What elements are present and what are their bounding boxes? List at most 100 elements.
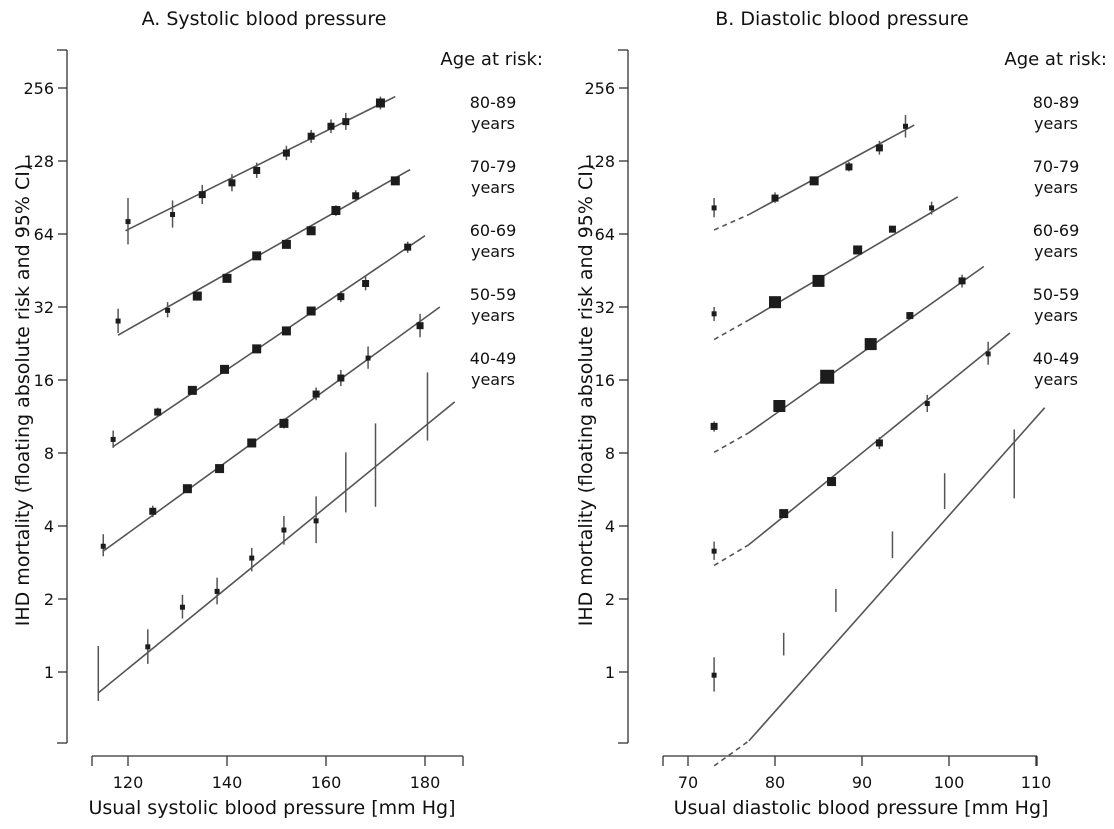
panel-b-y-tick-label: 4 <box>605 517 615 536</box>
panel-b-extrapolated-line <box>713 319 750 341</box>
panel-b-data-point <box>985 351 991 357</box>
panel-b-y-tick-label: 128 <box>584 152 615 171</box>
panel-a-plot: 1 2 4 8 16 32 64 128 256 120 140 160 180 80-89 years 70… <box>23 49 517 792</box>
panel-b-data-point <box>924 401 930 407</box>
panel-a-y-tick-label: 4 <box>44 517 54 536</box>
panel-b-series-label: years <box>1034 370 1078 389</box>
panel-a-y-axis-title: IHD mortality (floating absolute risk an… <box>12 164 34 627</box>
panel-a-data-point <box>306 306 316 316</box>
panel-a-series-label: 50-59 <box>470 285 517 304</box>
panel-a-data-point <box>352 192 360 200</box>
panel-a-y-tick-label: 64 <box>34 225 54 244</box>
panel-b-fit-line <box>748 196 959 321</box>
panel-a-data-point <box>337 374 345 382</box>
panel-b-fit-line <box>748 407 1046 742</box>
panel-b-data-point <box>875 144 883 152</box>
panel-a-data-point <box>228 179 236 187</box>
panel-b-series-label: 60-69 <box>1033 221 1080 240</box>
panel-a-data-point <box>375 98 385 108</box>
panel-b-x-tick-label: 110 <box>1021 773 1052 792</box>
panel-b-data-point <box>929 205 935 211</box>
panel-b-x-tick-label: 100 <box>934 773 965 792</box>
panel-b-legend-header: Age at risk: <box>1004 49 1107 70</box>
panel-a-series-label: 40-49 <box>470 349 517 368</box>
panel-a-fit-line <box>97 401 456 694</box>
panel-a-data-point <box>149 507 157 515</box>
panel-b-extrapolated-line <box>713 740 750 767</box>
panel-a-data-point <box>253 166 261 174</box>
panel-a-data-point <box>198 191 206 199</box>
panel-b-data-point <box>711 311 717 317</box>
panel-a-data-point <box>249 555 255 561</box>
panel-b-extrapolated-line <box>713 213 750 231</box>
panel-a-data-point <box>307 132 315 140</box>
panel-b-data-point <box>903 123 908 129</box>
panel-b-data-point <box>711 548 717 554</box>
panel-a-data-point <box>115 318 121 324</box>
panel-b-series-label: 70-79 <box>1033 157 1080 176</box>
panel-a-series-label: 80-89 <box>470 93 517 112</box>
panel-a-y-tick-label: 2 <box>44 590 54 609</box>
panel-a-series-label: years <box>471 178 515 197</box>
panel-b-extrapolated-line <box>713 432 750 454</box>
panel-b-data-point <box>771 194 779 202</box>
panel-a-series-label: years <box>471 242 515 261</box>
panel-a-fit-line <box>125 95 396 232</box>
panel-b-y-tick-label: 64 <box>595 225 615 244</box>
panel-b-data-point <box>875 439 883 447</box>
panel-a-data-point <box>416 322 424 330</box>
panel-a-data-point <box>281 326 291 336</box>
panel-b-data-point <box>853 245 863 255</box>
panel-a-x-tick-label: 180 <box>410 773 441 792</box>
panel-b-series-label: years <box>1034 306 1078 325</box>
panel-a-fit-line <box>117 168 411 336</box>
panel-b-plot: 1 2 4 8 16 32 64 128 256 70 80 90 100 110 80-89 years 70… <box>584 49 1080 792</box>
panel-a-y-tick-label: 1 <box>44 663 54 682</box>
panel-b-data-point <box>769 296 781 309</box>
panel-a-data-point <box>337 293 345 301</box>
panel-a-series-label: 70-79 <box>470 157 517 176</box>
panel-a-data-point <box>170 212 176 218</box>
panel-a-x-axis-title: Usual systolic blood pressure [mm Hg] <box>89 797 456 819</box>
panel-a-data-point <box>252 251 262 261</box>
panel-a-fit-line <box>112 234 426 448</box>
panel-b-data-point <box>809 176 819 186</box>
panel-a-data-point <box>220 364 230 374</box>
panel-b-data-point <box>779 509 789 519</box>
panel-a-data-point <box>154 408 162 416</box>
panel-a-data-point <box>214 588 220 594</box>
panel-b-x-axis-title: Usual diastolic blood pressure [mm Hg] <box>674 797 1049 819</box>
panel-b-series-label: years <box>1034 114 1078 133</box>
panel-b-data-point <box>820 369 835 384</box>
panel-a-data-point <box>192 291 202 301</box>
panel-b-y-tick-label: 256 <box>584 79 615 98</box>
panel-a-data-point <box>182 484 192 494</box>
panel-a-data-point <box>282 149 290 157</box>
panel-a-data-point <box>110 436 116 442</box>
panel-b-series-label: years <box>1034 242 1078 261</box>
panel-a-data-point <box>404 243 412 251</box>
panel-a-y-tick-label: 256 <box>23 79 54 98</box>
panel-a-data-point <box>279 418 289 428</box>
panel-b-y-tick-label: 8 <box>605 444 615 463</box>
panel-a-data-point <box>390 176 400 186</box>
panel-a-data-point <box>362 279 370 287</box>
panel-b-series-label: 40-49 <box>1033 349 1080 368</box>
panel-a-x-tick-label: 160 <box>311 773 342 792</box>
panel-a-data-point <box>313 518 319 524</box>
panel-a-data-point <box>165 307 171 313</box>
panel-a-data-point <box>327 122 335 130</box>
panel-a-data-point <box>179 604 185 610</box>
panel-b-data-point <box>888 225 896 233</box>
panel-b-series-label: 80-89 <box>1033 93 1080 112</box>
panel-a-data-point <box>365 355 371 361</box>
panel-b-y-axis-title: IHD mortality (floating absolute risk an… <box>575 164 597 627</box>
panel-b-x-tick-label: 70 <box>678 773 698 792</box>
panel-a-x-tick-label: 120 <box>113 773 144 792</box>
panel-b-extrapolated-line <box>713 543 750 567</box>
panel-a-data-point <box>125 219 131 225</box>
panel-a-data-point <box>187 385 197 395</box>
panel-a-data-point <box>281 527 287 533</box>
panel-a-data-point <box>281 239 291 249</box>
